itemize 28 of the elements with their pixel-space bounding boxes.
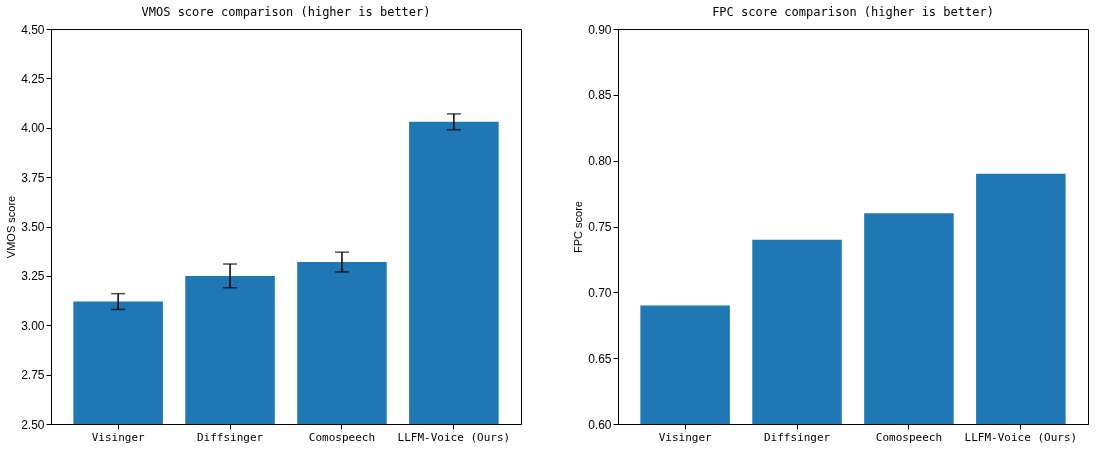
y-tick-label: 0.70 xyxy=(588,285,612,300)
y-tick-label: 0.60 xyxy=(588,417,612,432)
y-tick-label: 3.25 xyxy=(21,269,45,284)
y-tick-label: 4.25 xyxy=(21,71,45,86)
y-tick-label: 0.90 xyxy=(588,22,612,37)
x-tick-label: Diffsinger xyxy=(196,430,264,444)
y-axis-title: FPC score xyxy=(572,201,585,253)
y-tick-label: 3.00 xyxy=(21,318,45,333)
x-tick-label: LLFM-Voice (Ours) xyxy=(964,430,1078,444)
y-tick-label: 4.50 xyxy=(21,22,45,37)
y-tick-label: 0.85 xyxy=(588,88,612,103)
y-tick-label: 3.50 xyxy=(21,220,45,234)
y-tick-label: 2.50 xyxy=(21,417,45,432)
x-tick-label: Comospeech xyxy=(308,430,376,444)
x-tick-label: LLFM-Voice (Ours) xyxy=(397,430,511,444)
y-tick-label: 0.80 xyxy=(588,154,612,169)
y-axis-title: VMOS score xyxy=(5,195,18,259)
x-tick-label: Visinger xyxy=(91,430,146,444)
x-tick-label: Comospeech xyxy=(875,430,943,444)
x-tick-label: Visinger xyxy=(658,430,713,444)
y-tick-label: 4.00 xyxy=(21,121,45,136)
chart-title: VMOS score comparison (higher is better) xyxy=(141,5,431,19)
y-tick-label: 0.65 xyxy=(588,351,612,366)
y-tick-label: 3.75 xyxy=(21,170,45,185)
x-tick-label: Diffsinger xyxy=(763,430,831,444)
y-tick-label: 2.75 xyxy=(21,368,45,383)
chart-title: FPC score comparison (higher is better) xyxy=(712,5,994,19)
y-tick-label: 0.75 xyxy=(588,220,612,234)
